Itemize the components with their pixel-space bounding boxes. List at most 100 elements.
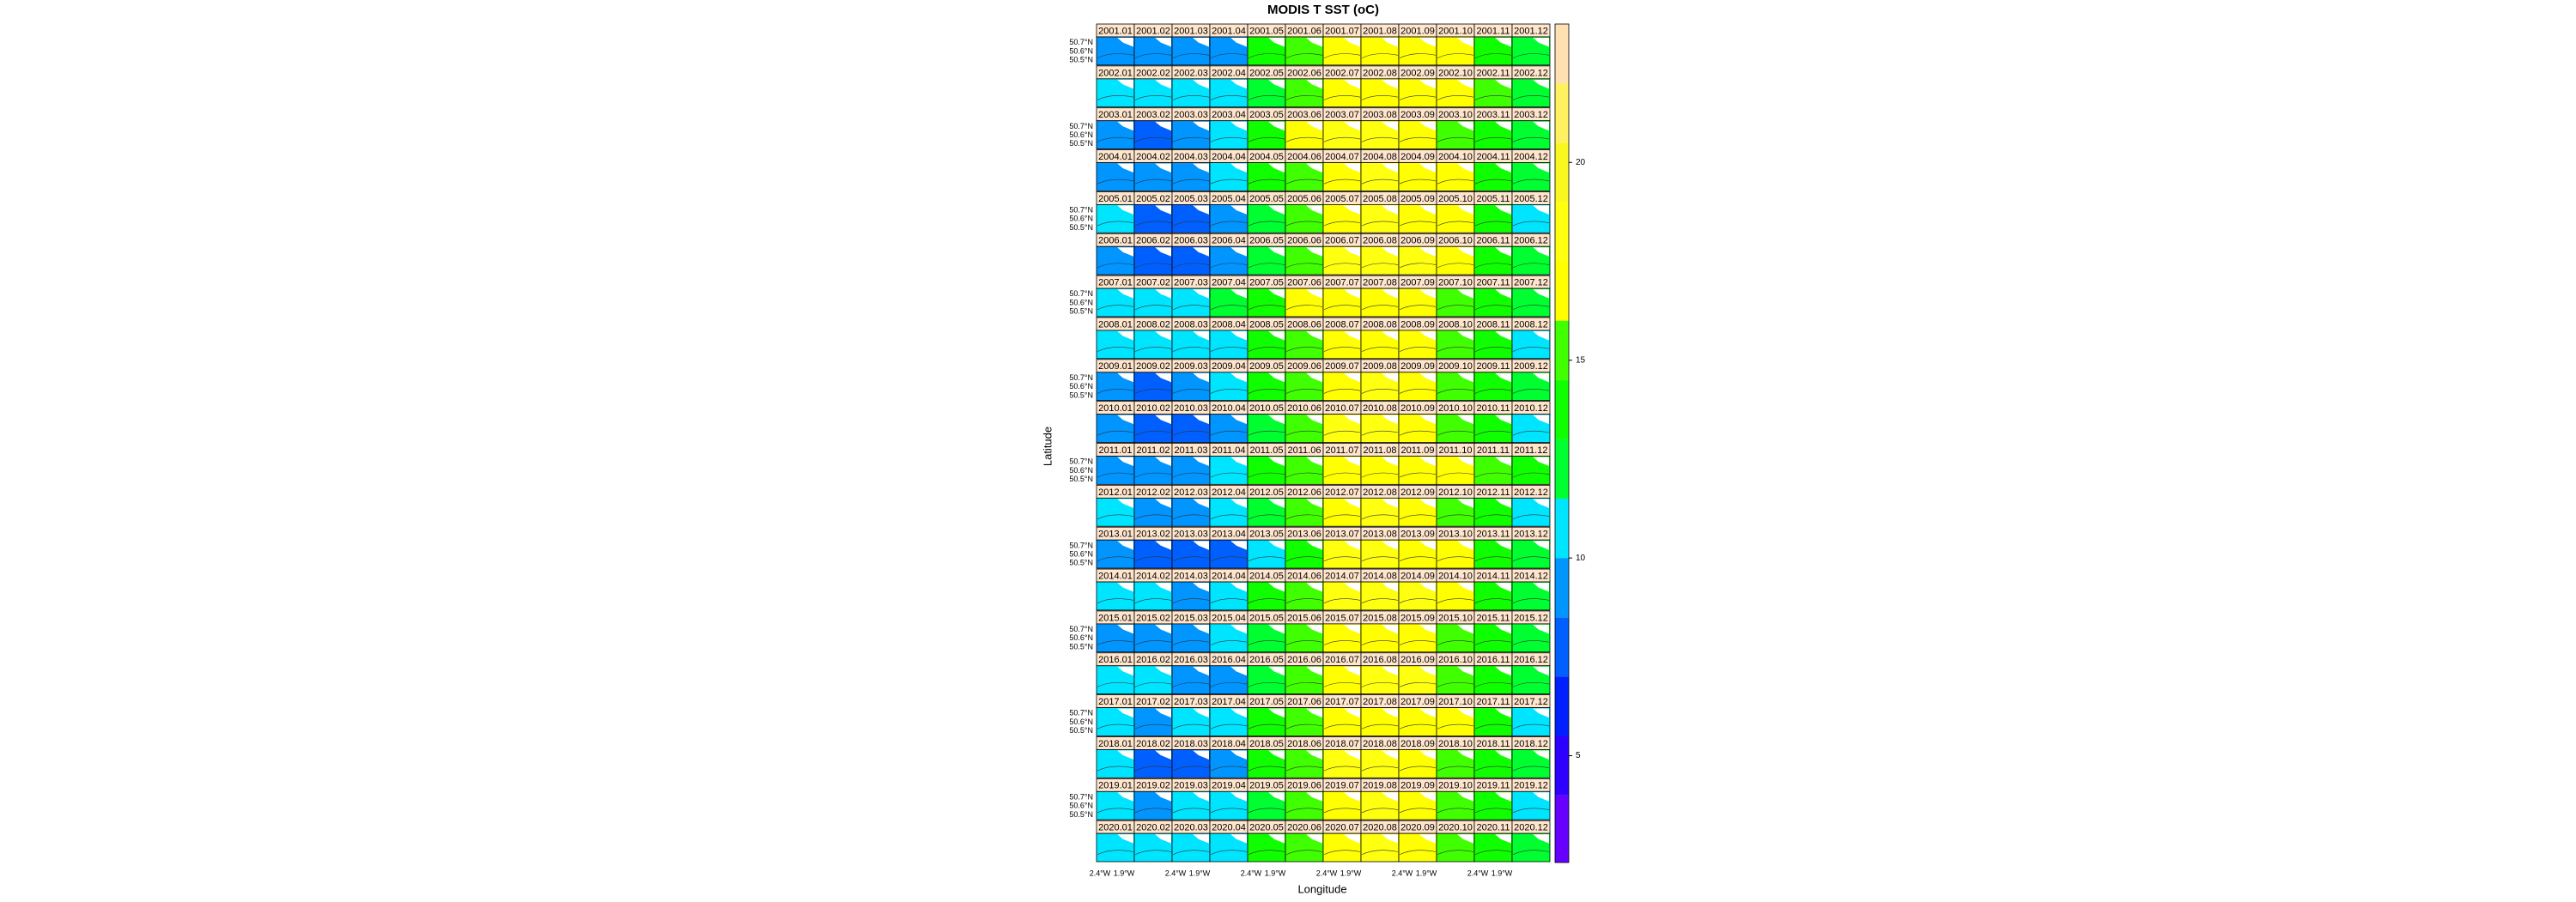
land: [1344, 792, 1360, 802]
lat-tick-label: 50.6°N: [1069, 802, 1093, 810]
land: [1155, 121, 1171, 131]
land: [1419, 247, 1436, 257]
contour: [1248, 808, 1285, 814]
land: [1382, 708, 1398, 718]
land: [1117, 583, 1133, 592]
strip-label: 2002.02: [1136, 68, 1170, 78]
land: [1419, 792, 1436, 802]
contour: [1097, 53, 1134, 58]
land: [1344, 415, 1360, 425]
strip-label: 2005.08: [1363, 194, 1397, 204]
strip-label: 2012.10: [1438, 487, 1473, 498]
land: [1419, 121, 1436, 131]
strip-label: 2010.09: [1400, 403, 1435, 414]
strip-label: 2011.07: [1326, 445, 1359, 456]
contour: [1285, 472, 1323, 478]
strip-label: 2013.02: [1136, 530, 1170, 540]
land: [1419, 372, 1436, 383]
land: [1155, 457, 1171, 466]
contour: [1437, 430, 1474, 436]
land: [1193, 583, 1209, 592]
strip-label: 2014.01: [1098, 571, 1133, 581]
lon-tick-label: 1.9°W: [1340, 869, 1362, 877]
strip-label: 2016.09: [1400, 655, 1435, 665]
land: [1306, 38, 1322, 47]
strip-label: 2011.04: [1212, 445, 1246, 456]
strip-label: 2014.08: [1363, 571, 1397, 581]
contour: [1172, 95, 1210, 100]
strip-label: 2012.11: [1477, 487, 1510, 498]
strip-label: 2005.07: [1325, 194, 1359, 204]
contour: [1210, 53, 1248, 58]
strip-label: 2017.02: [1136, 697, 1170, 707]
contour: [1361, 640, 1399, 645]
contour: [1285, 263, 1323, 269]
lon-tick-label: 2.4°W: [1090, 869, 1111, 877]
strip-label: 2020.12: [1514, 823, 1548, 833]
contour: [1210, 514, 1248, 520]
strip-label: 2010.04: [1212, 403, 1246, 414]
lon-tick-label: 2.4°W: [1467, 869, 1489, 877]
strip-label: 2003.08: [1363, 110, 1397, 120]
contour: [1512, 305, 1550, 311]
land: [1268, 247, 1285, 257]
strip-label: 2017.01: [1098, 697, 1133, 707]
contour: [1323, 136, 1361, 142]
contour: [1210, 556, 1248, 562]
contour: [1248, 723, 1285, 729]
strip-label: 2010.06: [1287, 403, 1321, 414]
strip-label: 2007.09: [1400, 278, 1435, 288]
strip-label: 2009.02: [1136, 361, 1170, 372]
land: [1155, 708, 1171, 718]
contour: [1399, 556, 1437, 562]
land: [1533, 121, 1549, 131]
contour: [1134, 681, 1172, 687]
land: [1533, 205, 1549, 215]
strip-label: 2015.01: [1098, 613, 1133, 623]
strip-label: 2003.04: [1212, 110, 1246, 120]
land: [1457, 541, 1473, 550]
land: [1117, 163, 1133, 173]
land: [1419, 624, 1436, 634]
contour: [1172, 179, 1210, 185]
colorbar-segment: [1555, 676, 1569, 736]
contour: [1361, 808, 1399, 814]
contour: [1437, 179, 1474, 185]
contour: [1210, 305, 1248, 311]
strip-label: 2010.03: [1174, 403, 1208, 414]
strip-label: 2007.12: [1514, 278, 1548, 288]
strip-label: 2008.01: [1098, 319, 1133, 330]
lat-tick-label: 50.5°N: [1069, 726, 1093, 735]
land: [1306, 708, 1322, 718]
land: [1117, 79, 1133, 89]
strip-label: 2014.07: [1325, 571, 1359, 581]
contour: [1134, 640, 1172, 645]
contour: [1172, 305, 1210, 311]
land: [1155, 792, 1171, 802]
sst-panel: [1322, 623, 1362, 653]
sst-panel: [1096, 707, 1135, 736]
land: [1155, 372, 1171, 383]
land: [1457, 457, 1473, 466]
land: [1306, 415, 1322, 425]
land: [1344, 499, 1360, 508]
strip-label: 2018.08: [1363, 739, 1397, 749]
land: [1419, 457, 1436, 466]
strip-label: 2011.11: [1477, 445, 1510, 456]
land: [1230, 624, 1247, 634]
land: [1155, 415, 1171, 425]
land: [1306, 583, 1322, 592]
land: [1306, 499, 1322, 508]
land: [1344, 38, 1360, 47]
strip-label: 2012.05: [1249, 487, 1284, 498]
land: [1230, 583, 1247, 592]
strip-label: 2014.12: [1514, 571, 1548, 581]
colorbar-tick-label: 10: [1576, 554, 1586, 563]
land: [1457, 163, 1473, 173]
contour: [1285, 514, 1323, 520]
contour: [1134, 723, 1172, 729]
land: [1193, 750, 1209, 760]
land: [1533, 708, 1549, 718]
land: [1495, 750, 1511, 760]
contour: [1399, 263, 1437, 269]
